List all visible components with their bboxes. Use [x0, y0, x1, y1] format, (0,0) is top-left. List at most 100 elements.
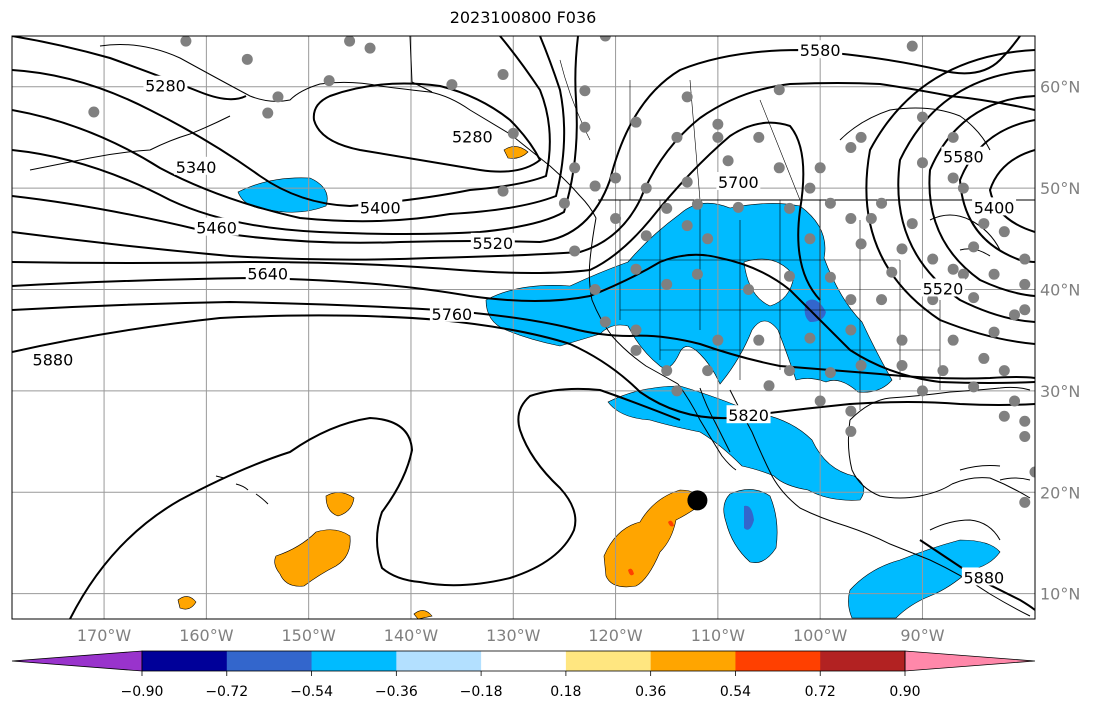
station-dot	[599, 316, 611, 328]
contour-label-background	[358, 197, 403, 216]
colorbar-tick-label: 0.18	[550, 684, 581, 700]
negative-anomaly-region	[607, 385, 865, 501]
baja-california	[677, 383, 737, 471]
station-dot	[937, 365, 949, 377]
latitude-tick-label: 30°N	[1040, 382, 1080, 401]
station-dot	[957, 182, 969, 194]
strong-positive-anomaly-spot	[628, 568, 634, 576]
station-dot	[753, 334, 765, 346]
colorbar-extend-min	[11, 650, 143, 672]
station-dot	[824, 197, 836, 209]
station-dot	[998, 226, 1010, 238]
station-dot	[1019, 415, 1031, 427]
station-dot	[773, 162, 785, 174]
station-dot	[1019, 430, 1031, 442]
station-dot	[640, 230, 652, 242]
station-dot	[681, 176, 693, 188]
station-dot	[916, 157, 928, 169]
contour-label-background	[30, 349, 75, 368]
contour-label: 5400	[360, 198, 401, 217]
station-dot	[896, 334, 908, 346]
height-contour-5580	[12, 82, 1035, 261]
station-dot	[988, 268, 1000, 280]
contour-label: 5820	[728, 406, 769, 425]
station-dot	[1019, 278, 1031, 290]
map-title: 2023100800 F036	[449, 8, 597, 27]
contour-label: 5700	[718, 173, 759, 192]
station-dot	[681, 91, 693, 103]
contour-label: 5580	[943, 148, 984, 167]
colorbar-segment	[142, 651, 228, 671]
station-dot	[855, 360, 867, 372]
station-dot	[712, 131, 724, 143]
colorbar-tick-label: −0.18	[460, 684, 503, 700]
latitude-tick-labels: 10°N 20°N 30°N 40°N 50°N 60°N	[1040, 78, 1080, 604]
station-dot	[824, 367, 836, 379]
station-dot	[364, 42, 376, 54]
gulf-of-mexico-coast	[847, 419, 953, 499]
station-dot	[783, 365, 795, 377]
station-dot	[814, 395, 826, 407]
station-dot	[241, 53, 253, 65]
positive-anomaly-region	[177, 596, 197, 610]
station-dot	[896, 360, 908, 372]
station-dot	[712, 334, 724, 346]
gulf-coast	[849, 386, 1031, 421]
station-dot	[927, 253, 939, 265]
station-dot	[610, 172, 622, 184]
colorbar-tick-label: −0.36	[375, 684, 418, 700]
contour-label-background	[429, 303, 474, 322]
station-dot	[876, 294, 888, 306]
station-dot	[906, 218, 918, 230]
height-contour-5280-east	[312, 82, 542, 173]
latitude-tick-label: 40°N	[1040, 280, 1080, 299]
negative-anomaly-region	[237, 177, 328, 213]
negative-anomaly-region	[485, 202, 893, 393]
contour-label-background	[972, 197, 1017, 216]
station-dot	[814, 162, 826, 174]
contour-label: 5520	[923, 279, 964, 298]
latitude-tick-label: 50°N	[1040, 179, 1080, 198]
station-dot	[804, 233, 816, 245]
positive-anomaly-region	[503, 146, 529, 159]
station-dot	[804, 332, 816, 344]
colorbar-tick-label: −0.72	[205, 684, 248, 700]
hawaii-islands	[215, 475, 269, 505]
height-contour-5400	[12, 36, 566, 223]
colorbar-segment	[565, 651, 652, 671]
station-dot	[896, 243, 908, 255]
contour-label-background	[174, 156, 219, 175]
longitude-tick-label: 120°W	[588, 626, 643, 645]
height-contour-5460	[12, 36, 579, 235]
station-dot	[323, 75, 335, 87]
colorbar	[11, 650, 1036, 672]
contour-label: 5460	[196, 219, 237, 238]
height-contour-low-inner-2	[958, 119, 1035, 263]
canada-border-north	[409, 36, 433, 93]
contour-label: 5520	[472, 234, 513, 253]
contour-label: 5340	[176, 158, 217, 177]
height-contour-low-inner-1	[988, 149, 1035, 233]
colorbar-segment	[396, 651, 482, 671]
station-dot	[732, 201, 744, 213]
station-dot	[916, 385, 928, 397]
station-dot	[978, 352, 990, 364]
station-dot	[671, 131, 683, 143]
contour-label: 5640	[247, 264, 288, 283]
station-dot	[569, 162, 581, 174]
contour-label-background	[920, 278, 965, 297]
station-markers	[88, 36, 1035, 508]
strong-positive-anomaly-spot	[668, 520, 674, 527]
colorbar-tick-label: −0.90	[121, 684, 164, 700]
station-dot	[968, 292, 980, 304]
station-dot	[906, 40, 918, 52]
station-dot	[691, 268, 703, 280]
longitude-tick-label: 110°W	[691, 626, 746, 645]
station-dot	[743, 283, 755, 295]
latitude-tick-label: 20°N	[1040, 483, 1080, 502]
station-dot	[845, 324, 857, 336]
contour-label-background	[716, 172, 761, 191]
height-contour-5760	[12, 300, 1035, 380]
longitude-tick-labels: 170°W 160°W 150°W 140°W 130°W 120°W 110°W 100°W…	[77, 626, 945, 645]
station-dot	[630, 344, 642, 356]
